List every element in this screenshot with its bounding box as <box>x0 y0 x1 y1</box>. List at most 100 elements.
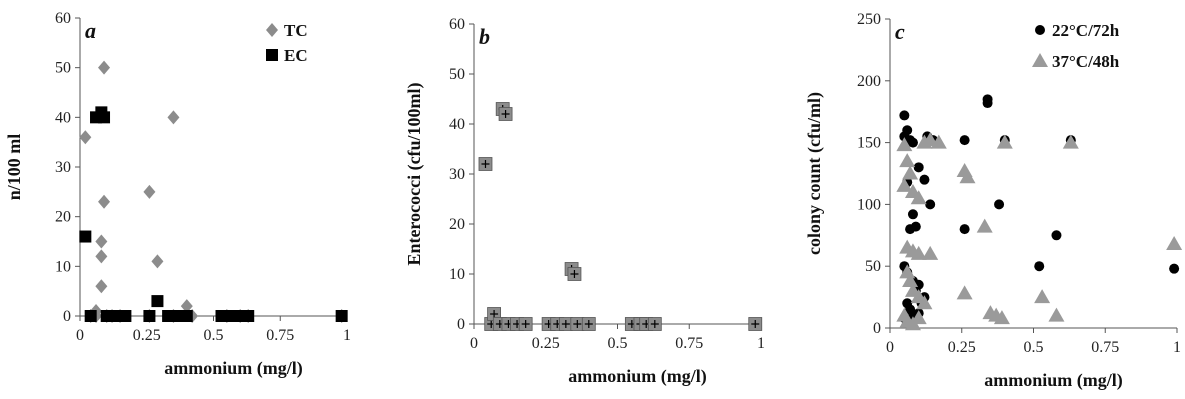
x-tick-label: 0 <box>76 327 84 344</box>
data-point <box>959 224 970 235</box>
data-point <box>899 153 916 168</box>
data-point <box>899 110 910 121</box>
data-point <box>151 254 164 269</box>
data-point <box>907 137 918 148</box>
data-point <box>79 130 92 145</box>
data-point <box>896 137 913 152</box>
data-point <box>1034 261 1045 272</box>
data-point <box>1048 307 1065 322</box>
y-tick-label: 0 <box>873 320 881 337</box>
data-point <box>558 317 573 331</box>
x-tick-label: 0.25 <box>133 327 161 344</box>
data-point <box>959 169 976 184</box>
legend-marker <box>266 49 278 61</box>
y-tick-label: 0 <box>63 308 71 325</box>
data-point <box>956 285 973 300</box>
data-point <box>896 177 913 192</box>
x-tick-label: 1 <box>1173 339 1181 356</box>
data-point <box>922 132 939 147</box>
data-point <box>95 234 108 249</box>
data-point <box>1051 230 1062 241</box>
data-point <box>143 310 156 322</box>
y-tick-label: 60 <box>55 10 71 27</box>
legend-marker <box>1032 53 1048 67</box>
legend-entry: 22°C/72h <box>1052 21 1120 40</box>
y-tick-label: 60 <box>449 16 465 33</box>
data-point <box>916 295 933 310</box>
y-tick-label: 10 <box>55 258 71 275</box>
x-tick-label: 1 <box>343 327 351 344</box>
data-point <box>581 317 596 331</box>
data-point <box>907 209 918 220</box>
data-point <box>919 174 930 185</box>
x-axis-label: ammonium (mg/l) <box>984 370 1123 391</box>
data-point <box>910 310 927 325</box>
legend-entry: 37°C/48h <box>1052 52 1120 71</box>
data-point <box>899 264 916 279</box>
y-axis-label: n/100 ml <box>4 134 24 201</box>
panel-a-chart: 0 10 20 30 40 50 60 0 0.25 0.5 0.75 1 ammonium (mg/l… <box>4 10 351 379</box>
y-tick-label: 40 <box>55 109 71 126</box>
x-tick-label: 0 <box>470 335 478 352</box>
data-point <box>910 245 927 260</box>
x-tick-label: 0.75 <box>1091 339 1119 356</box>
y-axis-label: Enterococci (cfu/100ml) <box>404 82 425 265</box>
x-tick-label: 0.5 <box>204 327 224 344</box>
data-point <box>180 299 193 314</box>
data-point <box>570 317 585 331</box>
x-axis-label: ammonium (mg/l) <box>568 366 707 387</box>
y-tick-label: 100 <box>857 196 881 213</box>
y-tick-label: 10 <box>449 266 465 283</box>
data-point <box>902 273 919 288</box>
x-tick-label: 0.75 <box>266 327 294 344</box>
data-point <box>982 98 993 109</box>
data-point <box>1062 134 1079 149</box>
y-tick-label: 0 <box>457 316 465 333</box>
data-point <box>478 157 493 171</box>
data-point <box>996 134 1013 149</box>
panel-label: c <box>895 19 905 44</box>
y-tick-label: 40 <box>449 116 465 133</box>
panel-label: b <box>479 24 490 49</box>
y-tick-label: 30 <box>55 159 71 176</box>
data-point <box>1169 263 1180 274</box>
legend-entry: TC <box>284 21 308 40</box>
data-point <box>647 317 662 331</box>
data-point <box>902 125 913 136</box>
data-point <box>925 199 936 210</box>
data-point <box>119 310 132 322</box>
data-point <box>167 110 180 125</box>
data-point <box>151 295 164 308</box>
y-tick-label: 200 <box>857 73 881 90</box>
data-point <box>993 310 1010 325</box>
x-tick-label: 1 <box>757 335 765 352</box>
data-point <box>242 310 255 322</box>
legend-marker <box>1035 25 1045 35</box>
data-point <box>922 245 939 260</box>
x-tick-label: 0.25 <box>948 339 976 356</box>
x-tick-label: 0.5 <box>608 335 628 352</box>
x-axis-label: ammonium (mg/l) <box>164 358 303 379</box>
data-point <box>98 194 111 209</box>
data-point <box>180 310 193 322</box>
data-point <box>959 135 970 146</box>
data-point <box>1166 235 1183 250</box>
y-axis-label: colony count (cfu/ml) <box>804 92 825 255</box>
legend-entry: EC <box>284 46 308 65</box>
x-tick-label: 0.75 <box>675 335 703 352</box>
data-point <box>902 165 919 180</box>
data-point <box>930 134 947 149</box>
y-tick-label: 150 <box>857 135 881 152</box>
x-tick-label: 0.25 <box>532 335 560 352</box>
data-point <box>95 249 108 264</box>
data-point <box>84 310 97 322</box>
x-tick-label: 0 <box>886 339 894 356</box>
data-point <box>143 184 156 199</box>
panel-label: a <box>85 18 96 43</box>
data-point <box>994 199 1005 210</box>
x-tick-label: 0.5 <box>1024 339 1044 356</box>
data-point <box>913 279 924 290</box>
data-point <box>976 218 993 233</box>
data-point <box>79 230 92 243</box>
